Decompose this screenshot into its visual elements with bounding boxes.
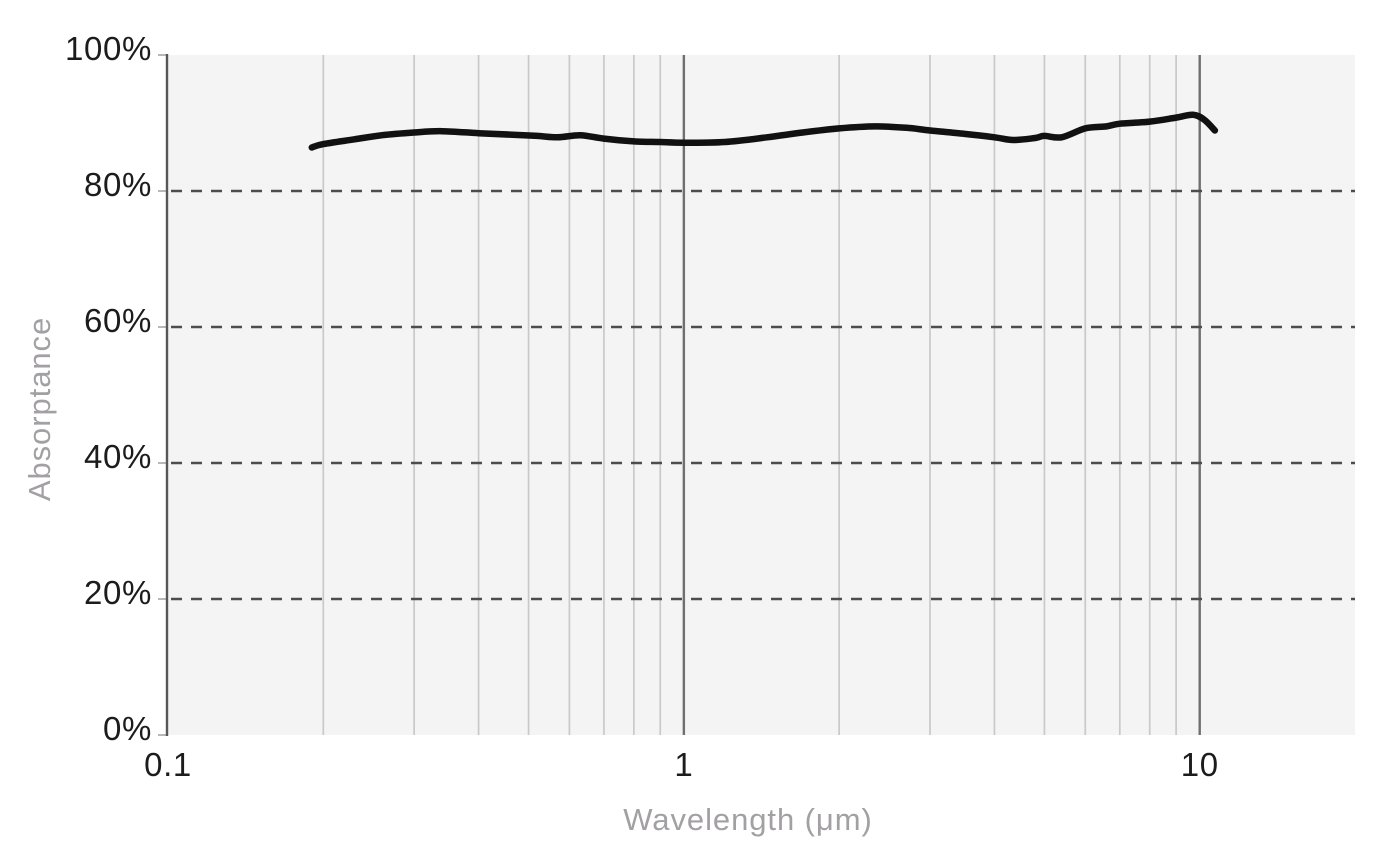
x-tick-label: 0.1: [144, 746, 192, 783]
x-axis-title: Wavelength (μm): [623, 802, 873, 837]
y-axis-title: Absorptance: [22, 316, 57, 502]
y-tick-label: 20%: [83, 574, 152, 611]
y-tick-label: 0%: [102, 710, 152, 747]
plot-area: [168, 55, 1355, 735]
x-tick-label: 10: [1180, 746, 1219, 783]
y-tick-label: 100%: [64, 30, 152, 67]
y-tick-label: 40%: [83, 438, 152, 475]
x-tick-label: 1: [674, 746, 694, 783]
series-line-absorptance: [308, 111, 1219, 151]
y-tick-label: 80%: [83, 166, 152, 203]
y-tick-label: 60%: [83, 302, 152, 339]
